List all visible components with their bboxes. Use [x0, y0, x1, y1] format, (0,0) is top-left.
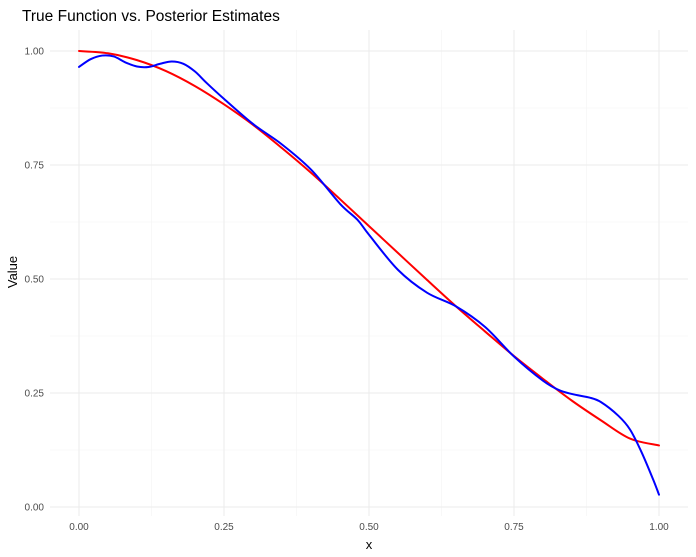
x-tick-label: 0.25	[214, 522, 234, 533]
x-tick-label: 1.00	[649, 522, 669, 533]
y-ticks: 0.00 0.25 0.50 0.75 1.00	[25, 47, 45, 514]
y-tick-label: 1.00	[25, 47, 45, 58]
x-tick-label: 0.00	[69, 522, 89, 533]
y-tick-label: 0.50	[25, 275, 45, 286]
chart-title: True Function vs. Posterior Estimates	[22, 8, 280, 25]
grid	[50, 30, 688, 516]
series-layer	[78, 50, 660, 496]
x-ticks: 0.00 0.25 0.50 0.75 1.00	[69, 522, 669, 533]
y-tick-label: 0.75	[25, 161, 45, 172]
series-line-blue	[78, 54, 660, 496]
y-tick-label: 0.00	[25, 503, 45, 514]
x-axis-label: x	[366, 537, 373, 552]
x-tick-label: 0.50	[359, 522, 379, 533]
x-tick-label: 0.75	[504, 522, 524, 533]
y-axis-label: Value	[5, 256, 20, 288]
series-line-red	[78, 50, 660, 447]
y-tick-label: 0.25	[25, 389, 45, 400]
